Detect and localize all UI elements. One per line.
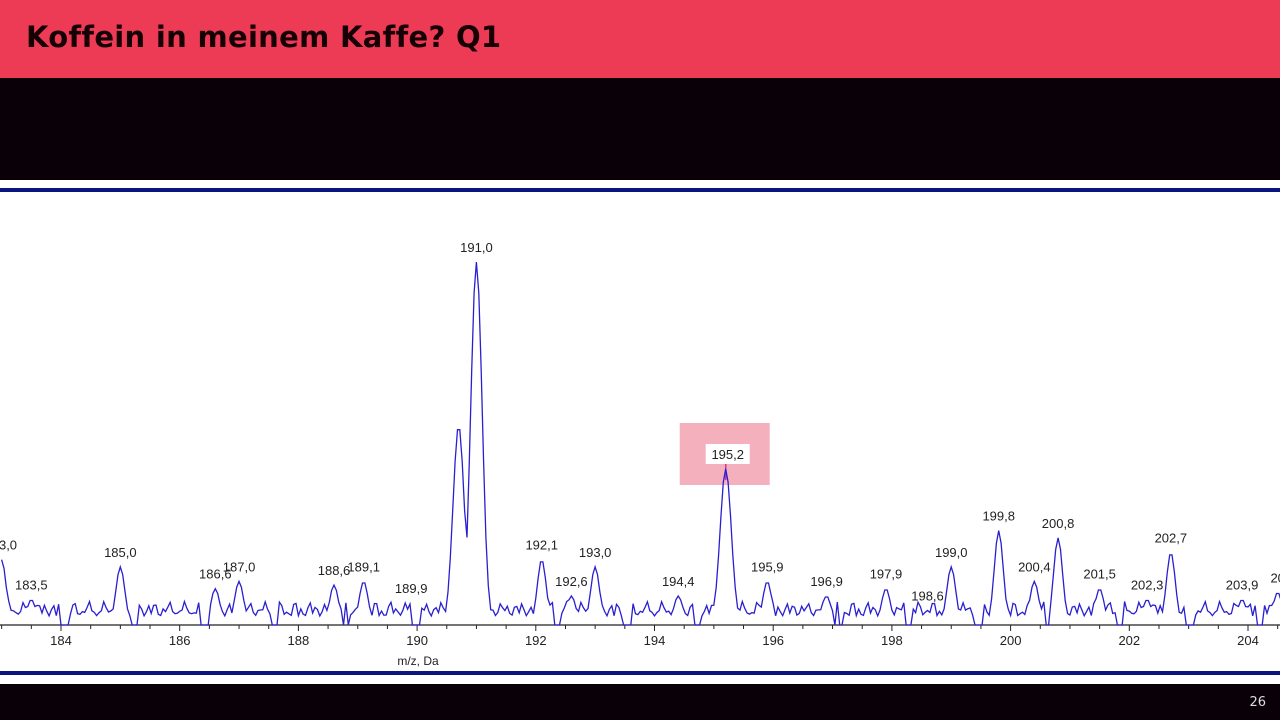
peak-label: 197,9 <box>870 567 903 582</box>
slide-footer: 26 <box>0 684 1280 720</box>
slide-title: Koffein in meinem Kaffe? Q1 <box>26 20 502 54</box>
x-tick-label: 198 <box>881 633 903 648</box>
peak-label: 194,4 <box>662 574 695 589</box>
peak-label: 189,1 <box>347 559 380 574</box>
peak-label: 199,0 <box>935 545 968 560</box>
peak-label: 196,9 <box>810 574 843 589</box>
x-tick-label: 196 <box>762 633 784 648</box>
peak-label: 3,0 <box>0 538 17 553</box>
peak-label: 200,8 <box>1042 516 1075 531</box>
x-axis-label: m/z, Da <box>397 654 439 668</box>
peak-label: 192,6 <box>555 574 588 589</box>
peak-label: 187,0 <box>223 559 256 574</box>
peak-label: 191,0 <box>460 240 493 255</box>
mass-spectrum-chart: 184 186 188 190 192 194 196 198 200 202 204 3,0 183… <box>0 188 1280 675</box>
peak-label: 198,6 <box>911 588 944 603</box>
peak-label: 201,5 <box>1083 567 1116 582</box>
peak-label: 202,7 <box>1155 530 1188 545</box>
x-tick-label: 190 <box>406 633 428 648</box>
spectrum-panel: 184 186 188 190 192 194 196 198 200 202 204 3,0 183… <box>0 180 1280 684</box>
x-tick-label: 192 <box>525 633 547 648</box>
highlight-label-bg <box>705 444 750 464</box>
peak-label: 195,2 <box>711 447 744 462</box>
x-tick-label: 202 <box>1118 633 1140 648</box>
peak-label: 186,6 <box>199 567 232 582</box>
x-tick-label: 188 <box>288 633 310 648</box>
peak-label: 200,4 <box>1018 559 1051 574</box>
x-tick-label: 204 <box>1237 633 1259 648</box>
peak-label: 193,0 <box>579 545 612 560</box>
peak-label: 20 <box>1270 570 1280 585</box>
dark-band <box>0 78 1280 180</box>
peak-label: 199,8 <box>982 509 1015 524</box>
peak-label: 203,9 <box>1226 578 1259 593</box>
x-tick-label: 184 <box>50 633 72 648</box>
peak-label: 183,5 <box>15 578 48 593</box>
top-rule <box>0 188 1280 192</box>
x-tick-label: 200 <box>1000 633 1022 648</box>
x-tick-label: 186 <box>169 633 191 648</box>
peak-label: 195,9 <box>751 559 784 574</box>
peak-label: 188,6 <box>318 563 351 578</box>
x-tick-label: 194 <box>644 633 666 648</box>
peak-label: 185,0 <box>104 545 137 560</box>
page-number: 26 <box>1249 695 1266 710</box>
bottom-rule <box>0 671 1280 675</box>
spectrum-trace <box>0 261 1280 626</box>
peak-label: 189,9 <box>395 581 428 596</box>
slide-header: Koffein in meinem Kaffe? Q1 <box>0 0 1280 78</box>
peak-label: 192,1 <box>525 538 558 553</box>
peak-label: 202,3 <box>1131 578 1164 593</box>
